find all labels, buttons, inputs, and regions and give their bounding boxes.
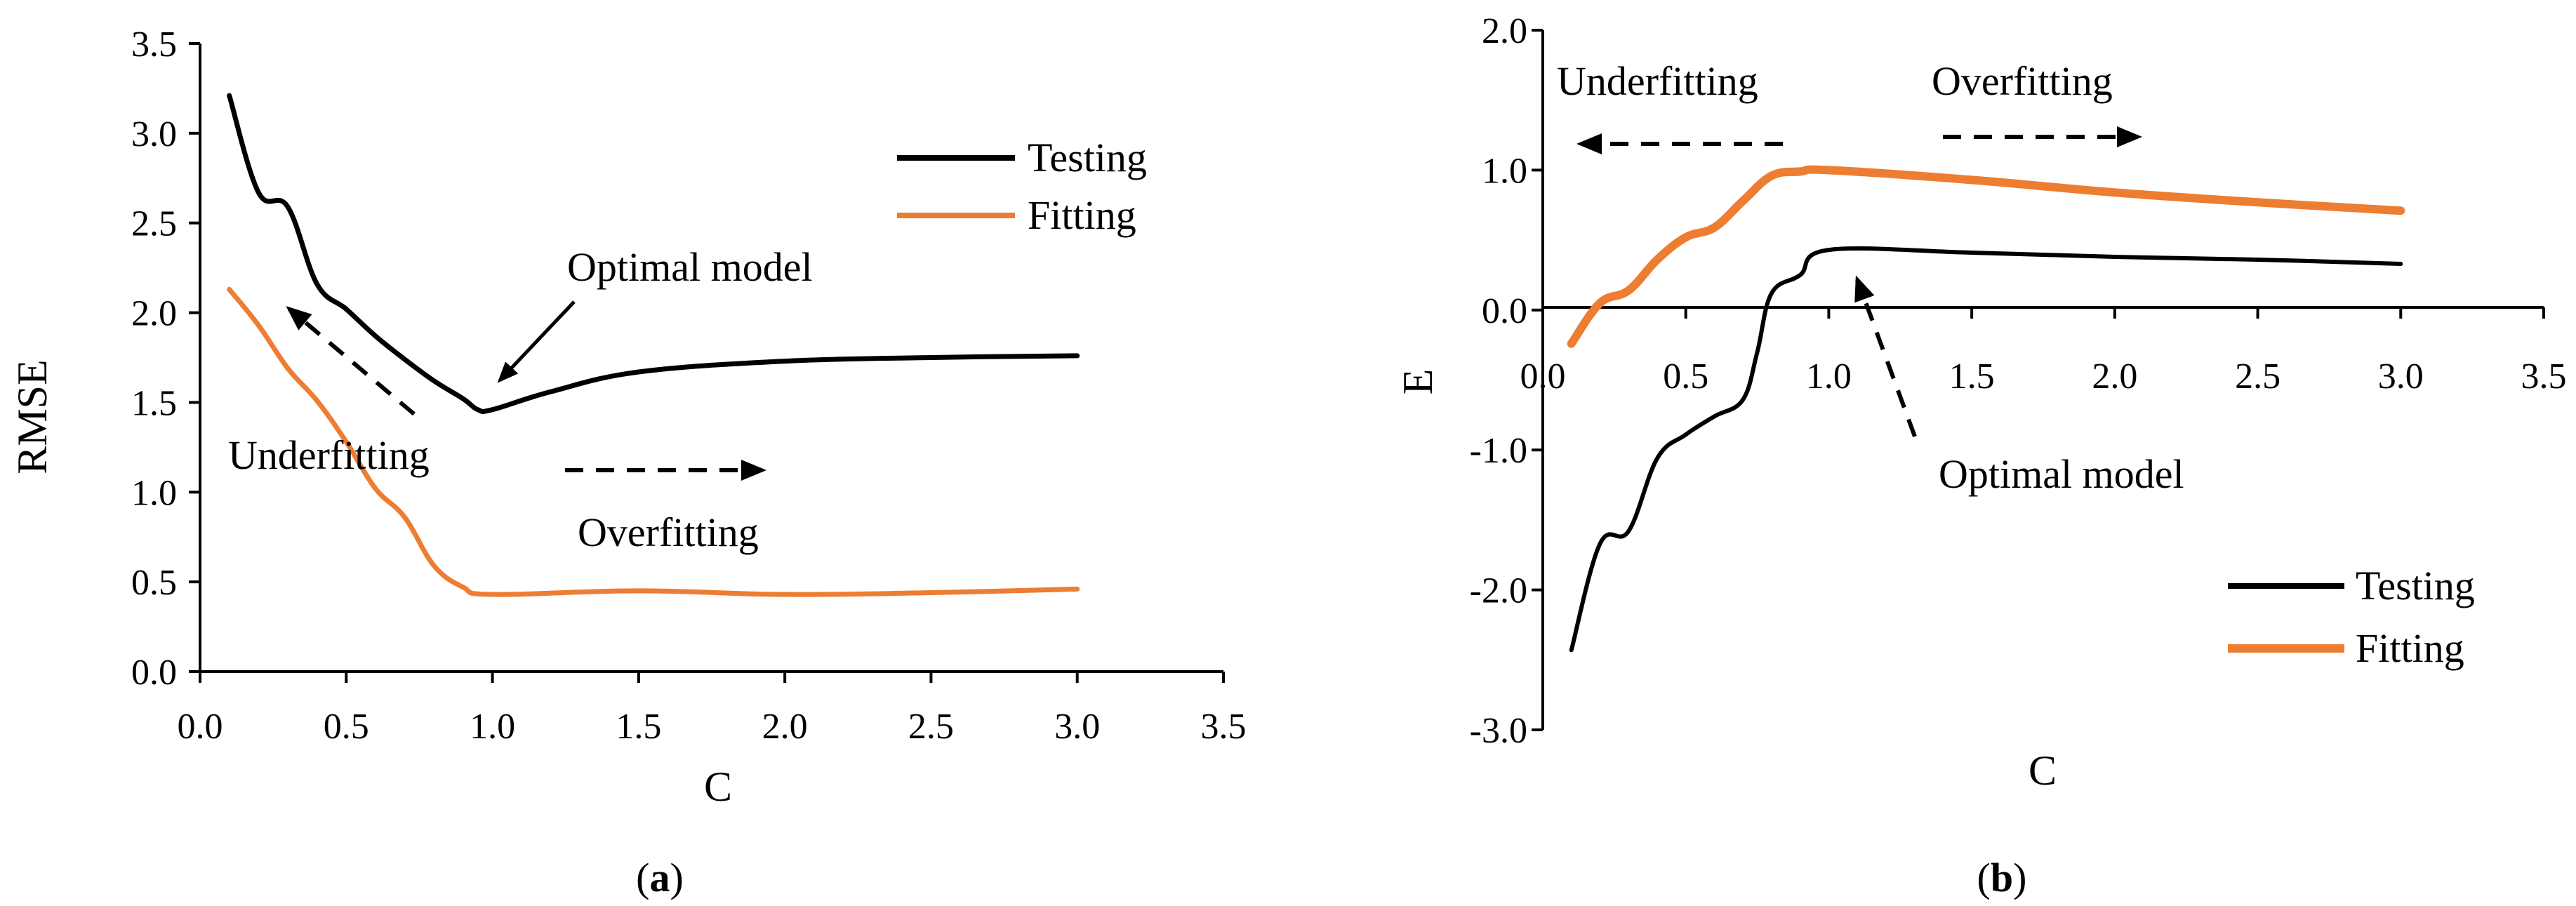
chart-a-underfitting-arrow (286, 306, 416, 416)
chart-a-annotation-optimal-model: Optimal model (567, 244, 813, 290)
chart-a-legend: Testing Fitting (897, 135, 1147, 238)
chart-b-ticks: 0.0 0.5 1.0 1.5 2.0 2.5 3.0 3.5 -3.0 -2.0 -1.0 0.0 1… (1470, 11, 2567, 751)
chart-b-x-tick-label: 2.0 (2092, 357, 2137, 397)
chart-b-legend: Testing Fitting (2228, 563, 2475, 671)
chart-a-ylabel: RMSE (9, 359, 55, 474)
chart-b-y-tick-label: -1.0 (1470, 431, 1527, 471)
chart-b-x-tick-label: 0.0 (1520, 357, 1566, 397)
chart-a-x-tick-label: 2.5 (908, 707, 954, 747)
chart-a-legend-fitting-label: Fitting (1028, 192, 1136, 238)
chart-a-y-tick-label: 3.5 (131, 25, 177, 65)
chart-b-panel-label: (b) (1977, 855, 2027, 900)
chart-b-legend-testing-label: Testing (2356, 563, 2475, 608)
chart-b-y-tick-label: -2.0 (1470, 571, 1527, 611)
chart-b-annotation-overfitting: Overfitting (1932, 58, 2113, 104)
chart-a-series-testing-line (227, 93, 1080, 414)
chart-b-ylabel: E (1395, 369, 1441, 395)
chart-a-panel-label: (a) (636, 855, 684, 900)
chart-a-y-tick-label: 0.5 (131, 563, 177, 603)
chart-b-legend-fitting-label: Fitting (2356, 625, 2464, 671)
chart-a-x-tick-label: 1.0 (470, 707, 515, 747)
chart-b-y-tick-label: 1.0 (1482, 151, 1527, 191)
chart-b-y-tick-label: 2.0 (1482, 11, 1527, 51)
chart-a-annotation-underfitting: Underfitting (228, 432, 430, 478)
chart-a-axes (199, 44, 1223, 673)
chart-a-y-tick-label: 3.0 (131, 114, 177, 154)
chart-b-series (1567, 165, 2405, 653)
chart-b-axes (1541, 30, 2544, 730)
chart-a-y-tick-label: 0.0 (131, 653, 177, 693)
chart-b-xlabel: C (2029, 747, 2057, 794)
chart-a-x-tick-label: 3.5 (1201, 707, 1247, 747)
chart-b-x-tick-label: 1.5 (1949, 357, 1995, 397)
chart-b-y-tick-label: 0.0 (1482, 291, 1527, 331)
chart-a-annotation-overfitting: Overfitting (578, 509, 759, 555)
chart-a-series (227, 93, 1080, 597)
chart-b-annotation-optimal-model: Optimal model (1939, 451, 2184, 497)
chart-a-y-tick-label: 2.0 (131, 294, 177, 334)
chart-b-optimal-arrow (1854, 275, 1917, 438)
chart-b-x-tick-label: 2.5 (2235, 357, 2280, 397)
chart-a-x-tick-label: 1.5 (616, 707, 661, 747)
chart-a-xlabel: C (704, 764, 732, 810)
chart-a-legend-testing-label: Testing (1028, 135, 1147, 180)
chart-b-series-fitting-line (1567, 165, 2405, 348)
chart-a-series-fitting-line (227, 286, 1080, 597)
chart-a-y-tick-label: 1.5 (131, 383, 177, 423)
chart-b-series-testing-line (1569, 246, 2403, 653)
chart-panel-b: 0.0 0.5 1.0 1.5 2.0 2.5 3.0 3.5 -3.0 -2.0 -1.0 0.0 1… (1395, 11, 2567, 900)
chart-a-ticks: 0.0 0.5 1.0 1.5 2.0 2.5 3.0 3.5 0.0 0.5 1.0 1.5 2.0 2… (131, 25, 1247, 747)
chart-a-x-tick-label: 0.0 (178, 707, 223, 747)
chart-panel-a: 0.0 0.5 1.0 1.5 2.0 2.5 3.0 3.5 0.0 0.5 1.0 1.5 2.0 2… (9, 25, 1247, 900)
chart-a-y-tick-label: 1.0 (131, 473, 177, 513)
chart-b-y-tick-label: -3.0 (1470, 711, 1527, 751)
chart-a-optimal-arrow (497, 300, 576, 383)
chart-b-x-tick-label: 1.0 (1806, 357, 1852, 397)
chart-b-x-tick-label: 3.0 (2378, 357, 2424, 397)
chart-a-x-tick-label: 0.5 (324, 707, 369, 747)
chart-b-x-tick-label: 0.5 (1663, 357, 1708, 397)
chart-a-y-tick-label: 2.5 (131, 204, 177, 244)
chart-b-x-tick-label: 3.5 (2521, 357, 2567, 397)
chart-a-x-tick-label: 2.0 (762, 707, 808, 747)
chart-a-x-tick-label: 3.0 (1054, 707, 1100, 747)
chart-b-annotation-underfitting: Underfitting (1557, 58, 1758, 104)
